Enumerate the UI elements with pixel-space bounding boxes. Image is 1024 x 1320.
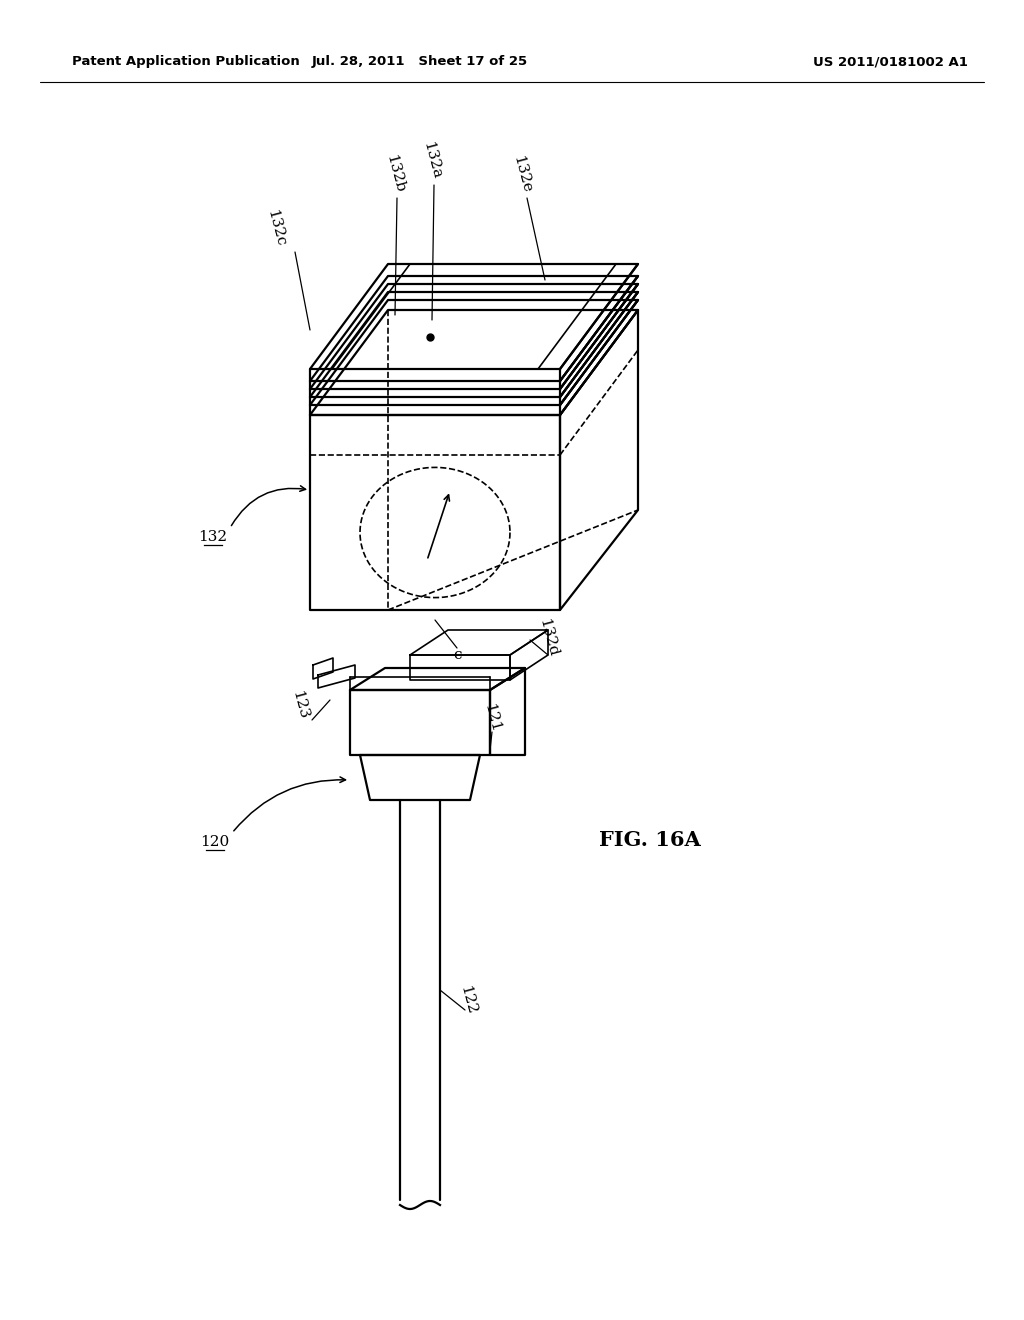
Text: 122: 122 — [458, 985, 478, 1016]
Text: 120: 120 — [201, 836, 229, 849]
Text: Patent Application Publication: Patent Application Publication — [72, 55, 300, 69]
Text: FIG. 16A: FIG. 16A — [599, 830, 700, 850]
Text: Jul. 28, 2011   Sheet 17 of 25: Jul. 28, 2011 Sheet 17 of 25 — [312, 55, 528, 69]
Text: 121: 121 — [481, 702, 503, 734]
Text: 132a: 132a — [420, 140, 443, 181]
Text: 132d: 132d — [537, 618, 560, 659]
Text: 132: 132 — [199, 531, 227, 544]
Text: 132c: 132c — [264, 209, 288, 248]
Text: US 2011/0181002 A1: US 2011/0181002 A1 — [813, 55, 968, 69]
Text: 132e: 132e — [510, 153, 534, 194]
Text: c: c — [453, 648, 461, 663]
Text: 123: 123 — [290, 689, 310, 721]
Text: 132b: 132b — [383, 153, 407, 194]
